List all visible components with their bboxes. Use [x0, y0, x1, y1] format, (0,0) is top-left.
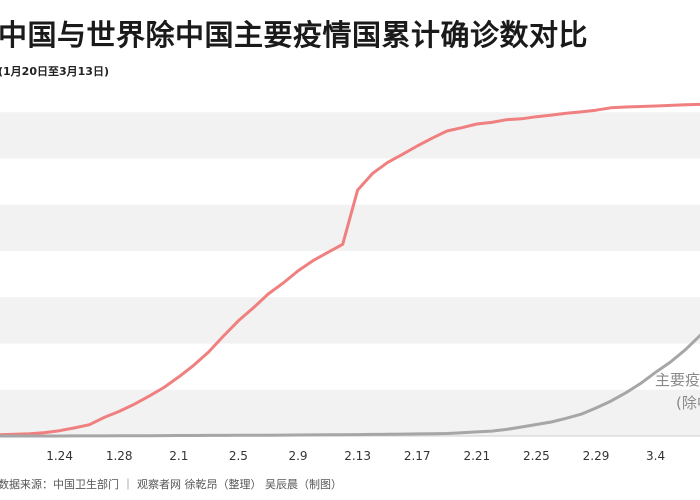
- series-line-0: [0, 102, 700, 437]
- x-tick-label: 2.29: [583, 449, 610, 463]
- source-note: 数据来源：中国卫生部门 ｜ 观察者网 徐乾昂（整理） 吴辰晨（制图）: [0, 478, 342, 491]
- grid-band: [0, 389, 700, 436]
- grid-band: [0, 204, 700, 251]
- grid-bands: [0, 112, 700, 436]
- x-tick-label: 1.28: [106, 449, 133, 463]
- chart-title: 中国与世界除中国主要疫情国累计确诊数对比: [0, 18, 589, 52]
- x-tick-label: 2.9: [288, 449, 307, 463]
- grid-band: [0, 112, 700, 159]
- chart-subtitle: (1月20日至3月13日): [0, 65, 109, 78]
- series-label-line-2: (除中国): [676, 394, 700, 412]
- x-tick-label: 2.21: [463, 449, 490, 463]
- series-label-line-1: 主要疫情国: [655, 371, 700, 389]
- x-tick-label: 2.17: [404, 449, 431, 463]
- x-tick-label: 2.25: [523, 449, 550, 463]
- x-tick-label: 2.5: [229, 449, 248, 463]
- x-tick-label: 2.1: [169, 449, 188, 463]
- grid-band: [0, 297, 700, 344]
- x-tick-labels: 1.24 1.28 2.1 2.5 2.9 2.13 2.17 2.21 2.25 2.29 3.4…: [46, 449, 665, 463]
- series-lines: [0, 102, 700, 438]
- series-line-1: [0, 333, 700, 438]
- x-tick-label: 2.13: [344, 449, 371, 463]
- x-tick-label: 3.4: [646, 449, 665, 463]
- x-tick-label: 1.24: [46, 449, 73, 463]
